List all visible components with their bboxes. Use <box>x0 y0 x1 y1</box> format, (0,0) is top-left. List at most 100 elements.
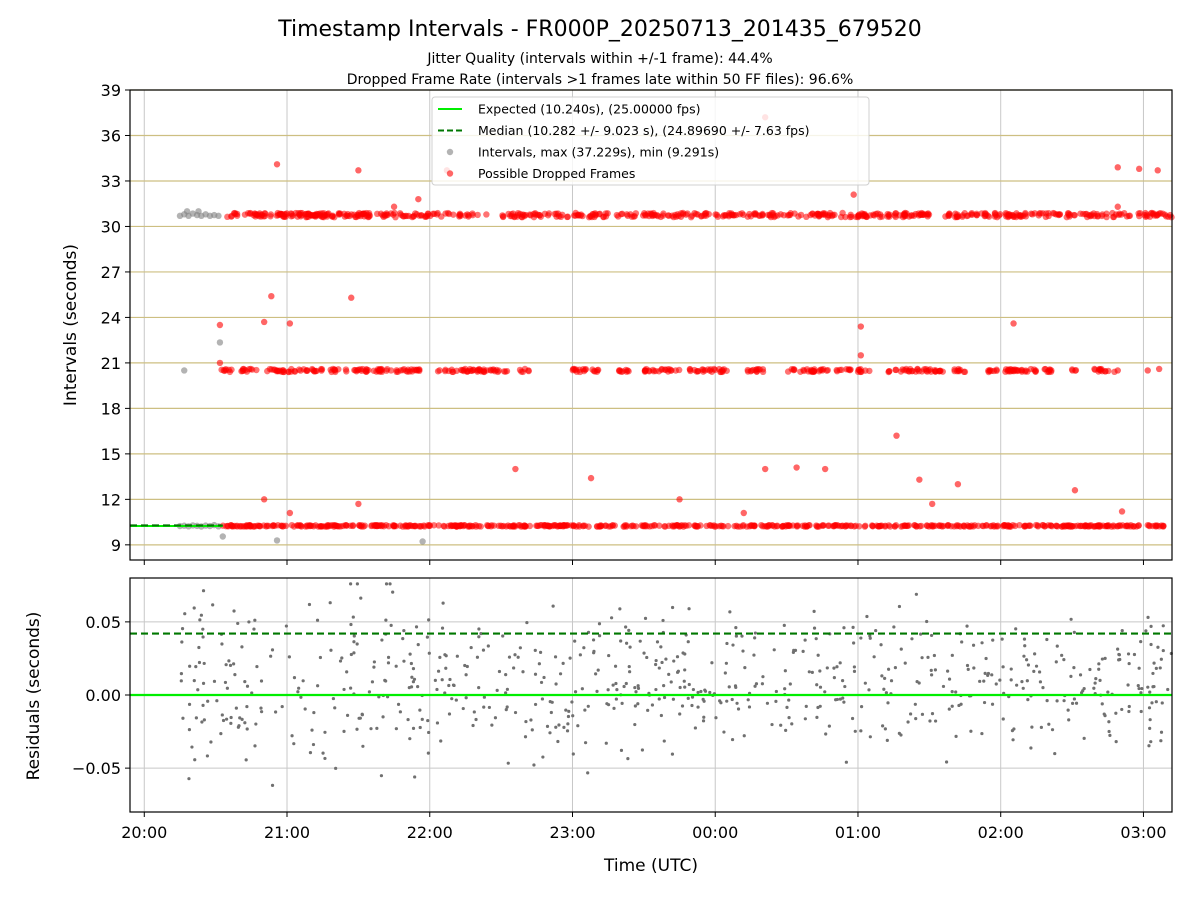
dropped-frame-point <box>704 366 712 373</box>
residual-point <box>662 739 666 743</box>
dropped-frame-point <box>576 523 583 530</box>
residual-point <box>746 698 750 702</box>
residual-point <box>254 722 258 726</box>
residual-point <box>190 745 194 749</box>
residual-point <box>683 652 687 656</box>
residual-point <box>369 727 373 731</box>
residual-point <box>411 666 416 671</box>
residual-point <box>352 651 356 655</box>
residual-point <box>1062 658 1066 662</box>
residual-point <box>244 758 248 762</box>
residual-point <box>504 673 508 677</box>
residual-point <box>971 643 976 647</box>
residual-point <box>1100 657 1104 661</box>
residual-point <box>221 718 226 723</box>
dropped-frame-point <box>916 476 923 483</box>
dropped-frame-point <box>1068 366 1076 373</box>
residual-point <box>832 676 836 680</box>
residual-point <box>384 582 389 586</box>
dropped-frame-point <box>287 368 295 375</box>
residual-point <box>529 718 533 722</box>
residual-point <box>1055 699 1059 703</box>
residual-point <box>558 672 563 676</box>
residual-point <box>202 718 206 722</box>
residual-point <box>561 661 565 665</box>
residual-point <box>352 640 356 644</box>
residual-point <box>270 648 275 652</box>
residual-point <box>880 674 884 678</box>
residual-point <box>835 697 840 702</box>
residual-point <box>1001 717 1005 721</box>
residual-point <box>950 704 954 708</box>
dropped-frame-point <box>886 213 893 220</box>
residual-point <box>1093 681 1097 685</box>
residual-point <box>591 638 596 642</box>
dropped-frame-point <box>771 523 778 530</box>
residual-point <box>564 708 568 712</box>
residual-point <box>1039 725 1043 729</box>
residual-point <box>425 635 430 639</box>
top-y-tick-label: 15 <box>101 445 121 464</box>
dropped-frame-point <box>717 522 725 529</box>
residual-point <box>708 690 712 695</box>
residual-point <box>220 642 224 646</box>
dropped-frame-point <box>250 523 257 530</box>
residual-point <box>883 727 887 731</box>
residual-point <box>211 603 215 607</box>
dropped-frame-point <box>286 320 294 327</box>
residual-point <box>889 679 894 683</box>
dropped-frame-point <box>1022 213 1030 220</box>
residual-point <box>426 751 430 755</box>
dropped-frame-point <box>667 367 675 374</box>
residual-point <box>533 648 537 652</box>
residual-point <box>269 654 273 658</box>
dropped-frame-point <box>1010 213 1017 220</box>
residual-point <box>730 697 734 702</box>
dropped-frame-point <box>390 523 397 530</box>
residual-point <box>1069 674 1073 679</box>
dropped-frame-point <box>1110 523 1118 530</box>
residual-point <box>586 771 590 775</box>
top-y-tick-label: 24 <box>101 308 121 327</box>
dropped-frame-point <box>747 213 755 220</box>
residual-point <box>852 669 857 673</box>
residual-point <box>1149 624 1153 628</box>
top-y-tick-label: 36 <box>101 126 121 145</box>
bottom-y-tick-label: 0.00 <box>85 686 121 705</box>
residual-point <box>872 655 876 659</box>
residual-point <box>696 705 700 709</box>
interval-point <box>215 212 222 220</box>
dropped-frame-point <box>536 211 543 219</box>
residual-point <box>301 679 305 683</box>
residual-point <box>375 726 379 730</box>
dropped-frame-point <box>290 523 298 530</box>
residual-point <box>672 659 676 663</box>
residual-point <box>661 618 665 623</box>
residual-point <box>274 710 278 714</box>
residual-point <box>965 663 970 668</box>
dropped-frame-point <box>253 366 260 374</box>
residual-point <box>779 723 783 727</box>
residual-point <box>349 582 353 586</box>
dropped-frame-point <box>582 365 590 373</box>
residual-point <box>1010 729 1015 733</box>
residual-point <box>728 610 732 614</box>
dropped-frame-point <box>740 509 747 517</box>
residual-point <box>932 653 936 658</box>
residual-point <box>583 708 587 712</box>
residual-point <box>825 666 829 670</box>
dropped-frame-point <box>750 522 758 529</box>
residual-point <box>982 700 987 705</box>
dropped-frame-point <box>814 210 821 218</box>
dropped-frame-point <box>821 465 829 473</box>
residual-point <box>1034 664 1039 668</box>
dropped-frame-point <box>725 213 733 220</box>
residual-point <box>1097 667 1101 671</box>
x-tick-label: 01:00 <box>835 823 881 842</box>
dropped-frame-point <box>560 523 567 530</box>
residual-point <box>444 666 448 670</box>
dropped-frame-point <box>363 368 370 375</box>
residual-point <box>1152 684 1156 689</box>
residual-point <box>360 713 364 717</box>
dropped-frame-point <box>274 522 282 529</box>
